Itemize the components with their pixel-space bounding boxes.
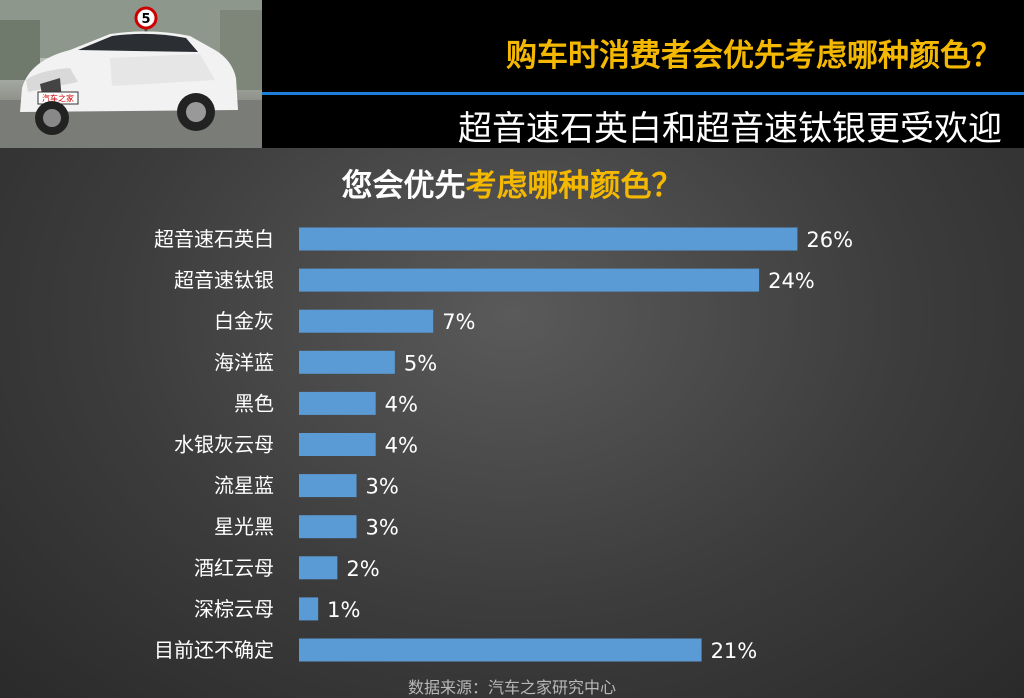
category-label: 深棕云母 xyxy=(194,597,274,621)
value-label: 26% xyxy=(806,228,853,252)
category-label: 目前还不确定 xyxy=(154,638,274,662)
value-label: 5% xyxy=(404,351,437,375)
bar xyxy=(299,227,798,251)
bar xyxy=(299,515,357,539)
sign-number: 5 xyxy=(141,12,150,27)
value-label: 21% xyxy=(711,639,758,663)
category-label: 酒红云母 xyxy=(194,556,274,580)
chart-title-part1: 您会优先 xyxy=(341,168,466,204)
category-label: 白金灰 xyxy=(214,309,274,333)
bar xyxy=(299,556,338,580)
subheadline: 超音速石英白和超音速钛银更受欢迎 xyxy=(458,109,1002,149)
bar xyxy=(299,638,702,662)
value-label: 24% xyxy=(768,269,815,293)
plate-text: 汽车之家 xyxy=(42,93,74,103)
category-label: 星光黑 xyxy=(214,515,274,539)
bar xyxy=(299,309,434,333)
bar xyxy=(299,391,376,415)
bar xyxy=(299,474,357,498)
category-label: 黑色 xyxy=(234,391,274,415)
value-label: 7% xyxy=(442,310,475,334)
value-label: 4% xyxy=(385,434,418,458)
source-note: 数据来源：汽车之家研究中心 xyxy=(407,678,616,697)
bar-chart: 超音速石英白 26% 超音速钛银 24% 白金灰 7% 海洋蓝 5% 黑色 4% 水银灰云母 4% 流星… xyxy=(154,227,853,663)
category-label: 超音速钛银 xyxy=(174,268,274,292)
value-label: 3% xyxy=(366,475,399,499)
bar xyxy=(299,433,376,456)
bar xyxy=(299,597,319,621)
value-label: 1% xyxy=(327,598,360,622)
chart-title: 您会优先考虑哪种颜色？ xyxy=(0,160,1024,205)
bar xyxy=(299,268,760,292)
category-label: 超音速石英白 xyxy=(154,227,274,251)
category-label: 海洋蓝 xyxy=(214,350,274,374)
headline: 购车时消费者会优先考虑哪种颜色？ xyxy=(506,38,1002,74)
value-label: 3% xyxy=(366,516,399,540)
bar xyxy=(299,350,395,374)
value-label: 4% xyxy=(385,392,418,416)
header-rule xyxy=(262,92,1024,95)
category-label: 流星蓝 xyxy=(214,474,274,498)
category-label: 水银灰云母 xyxy=(174,433,274,457)
value-label: 2% xyxy=(346,557,379,581)
chart-title-part2: 考虑哪种颜色？ xyxy=(465,168,683,204)
car-photo: 5 汽车之家 xyxy=(0,0,262,148)
